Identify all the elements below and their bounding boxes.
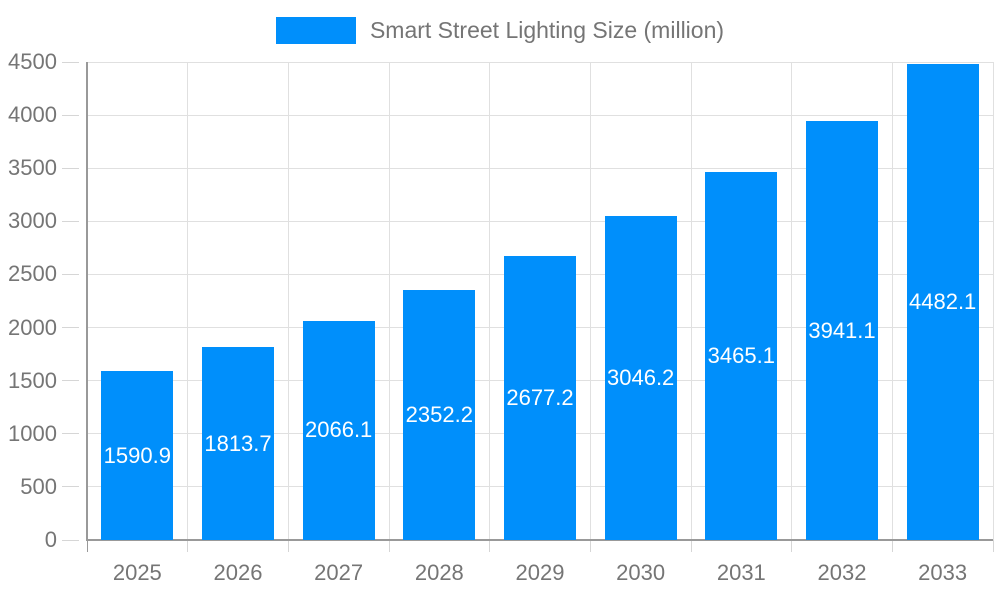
y-axis-tick: [62, 539, 79, 541]
bar: [705, 171, 778, 540]
bar: [906, 63, 979, 540]
y-axis-label: 2500: [8, 261, 57, 287]
y-axis-label: 2000: [8, 314, 57, 340]
x-axis-tick: [287, 540, 289, 552]
y-gridline: [87, 114, 993, 116]
bar: [101, 371, 174, 540]
x-axis-tick: [791, 540, 793, 552]
x-gridline: [589, 62, 591, 540]
bar-value-label: 3046.2: [607, 365, 675, 391]
y-axis-tick: [62, 220, 79, 222]
y-axis-label: 500: [20, 473, 57, 499]
x-gridline: [690, 62, 692, 540]
y-gridline: [87, 220, 993, 222]
x-axis-label: 2025: [112, 560, 162, 585]
plot-area: 0 500 1000 1500 2000 2500 3000 3500 4000 4500 1590…: [8, 49, 994, 585]
y-axis-label: 3500: [8, 155, 57, 181]
x-axis-label: 2026: [213, 560, 263, 585]
chart-legend: Smart Street Lighting Size (million): [0, 17, 1000, 44]
bar: [504, 255, 576, 540]
x-axis-label: 2030: [616, 560, 666, 585]
x-axis-label: 2033: [918, 560, 968, 585]
x-gridline: [388, 62, 390, 540]
bar: [806, 121, 878, 540]
y-axis-tick: [62, 327, 79, 329]
x-axis-tick: [489, 540, 491, 552]
y-gridline: [87, 167, 993, 169]
x-gridline: [187, 62, 189, 540]
bar-value-label: 2352.2: [405, 402, 473, 428]
x-gridline: [891, 62, 893, 540]
bar-value-label: 1590.9: [103, 442, 171, 468]
x-axis-tick: [589, 540, 591, 552]
bar: [202, 347, 274, 540]
bar: [604, 216, 677, 540]
y-axis-label: 3000: [8, 208, 57, 234]
y-axis-label: 0: [44, 527, 57, 552]
y-axis-label: 4500: [8, 49, 57, 74]
bar-value-label: 2677.2: [506, 384, 574, 410]
legend-color-swatch: [275, 17, 356, 44]
bar-value-label: 2066.1: [305, 417, 373, 443]
x-axis-label: 2028: [414, 560, 464, 585]
x-gridline: [287, 62, 289, 540]
y-gridline: [87, 61, 993, 63]
x-gridline: [489, 62, 491, 540]
y-axis-label: 1000: [8, 420, 57, 446]
y-axis-tick: [62, 486, 79, 488]
bar: [302, 320, 375, 540]
x-gridline: [791, 62, 793, 540]
y-axis-tick: [62, 114, 79, 116]
y-axis-label: 4000: [8, 102, 57, 128]
x-axis-tick: [690, 540, 692, 552]
x-gridline: [992, 62, 994, 540]
bar-value-label: 3941.1: [808, 317, 876, 343]
y-axis-line: [86, 62, 88, 540]
x-axis-line: [86, 539, 993, 541]
x-axis-tick: [388, 540, 390, 552]
legend-label: Smart Street Lighting Size (million): [369, 17, 725, 43]
y-axis-tick: [62, 433, 79, 435]
x-axis-label: 2031: [716, 560, 766, 585]
bar-value-label: 3465.1: [707, 342, 775, 368]
y-axis-tick: [62, 380, 79, 382]
x-axis-label: 2032: [817, 560, 867, 585]
y-axis-tick: [62, 273, 79, 275]
x-axis-label: 2029: [515, 560, 565, 585]
y-axis-label: 1500: [8, 367, 57, 393]
x-axis-tick: [992, 540, 994, 552]
x-axis-label: 2027: [314, 560, 364, 585]
x-axis-tick: [891, 540, 893, 552]
bar-value-label: 4482.1: [909, 288, 977, 314]
bar-value-label: 1813.7: [204, 430, 272, 456]
y-axis-tick: [62, 167, 79, 169]
x-axis-tick: [187, 540, 189, 552]
bar: [403, 290, 476, 540]
x-axis-tick: [86, 540, 88, 552]
y-axis-tick: [62, 61, 79, 63]
